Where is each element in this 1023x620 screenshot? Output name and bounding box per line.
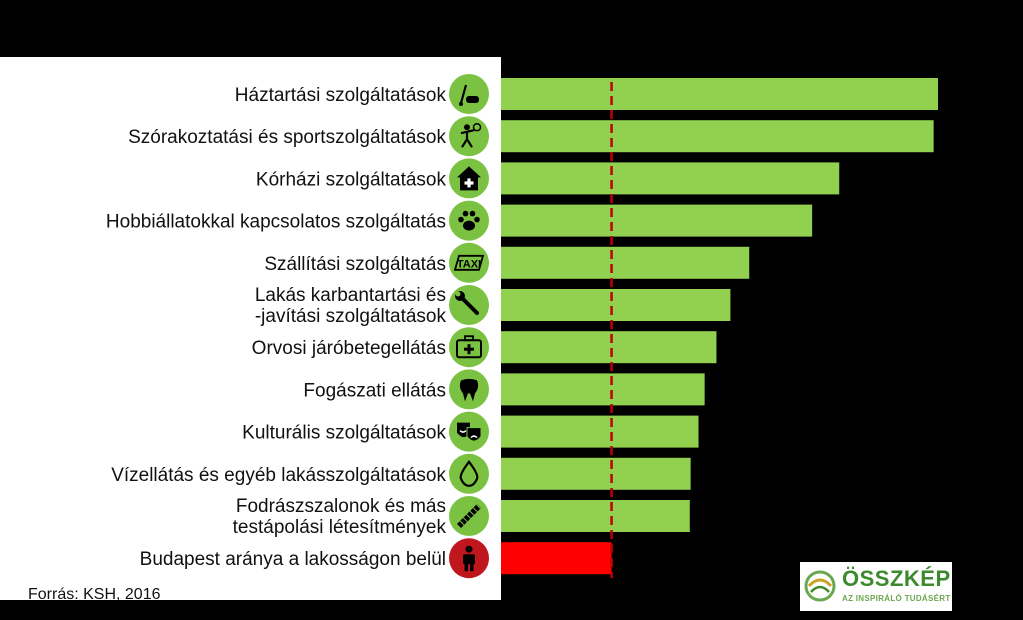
category-label-3: Kórházi szolgáltatások — [256, 169, 447, 190]
logo-subtitle: AZ INSPIRÁLÓ TUDÁSÉRT — [842, 594, 951, 603]
logo-title: ÖSSZKÉP — [842, 566, 951, 591]
category-label-9: Kulturális szolgáltatások — [242, 423, 446, 444]
source-note: Forrás: KSH, 2016 — [28, 586, 161, 603]
paw-icon — [449, 200, 489, 241]
label-panel — [0, 57, 501, 600]
category-label-11: Fodrászszalonok és más testápolási létesí… — [233, 496, 447, 538]
bar-3 — [501, 162, 840, 195]
wrench-icon — [449, 285, 489, 325]
category-label-2: Szórakoztatási és sportszolgáltatások — [128, 127, 446, 148]
water-drop-icon — [449, 453, 489, 494]
bar-1 — [501, 78, 938, 110]
bar-9 — [501, 415, 699, 448]
osszkep-logo: ÖSSZKÉP AZ INSPIRÁLÓ TUDÁSÉRT — [800, 562, 952, 611]
logo-mark-icon — [804, 570, 836, 602]
bar-11 — [501, 500, 690, 532]
category-label-12: Budapest aránya a lakosságon belül — [140, 549, 446, 570]
bar-5 — [501, 246, 750, 279]
taxi-icon: TAXI — [449, 242, 489, 283]
bar-2 — [501, 120, 934, 153]
theater-masks-icon — [449, 411, 489, 452]
vacuum-cleaner-icon — [449, 74, 489, 114]
comb-icon — [449, 496, 489, 536]
svg-text:TAXI: TAXI — [457, 258, 481, 270]
sport-player-icon — [449, 116, 489, 157]
bar-6 — [501, 289, 731, 321]
bar-7 — [501, 331, 717, 364]
hospital-icon — [449, 158, 489, 199]
bar-10 — [501, 457, 691, 490]
category-label-6: Lakás karbantartási és -javítási szolgált… — [255, 285, 447, 327]
category-label-7: Orvosi járóbetegellátás — [252, 338, 446, 359]
category-label-4: Hobbiállatokkal kapcsolatos szolgáltatás — [106, 212, 446, 233]
category-label-1: Háztartási szolgáltatások — [235, 85, 447, 106]
category-label-10: Vízellátás és egyéb lakásszolgáltatások — [111, 465, 446, 486]
category-label-8: Fogászati ellátás — [303, 380, 446, 401]
bar-12 — [501, 542, 612, 575]
bar-8 — [501, 373, 705, 406]
person-icon — [449, 538, 489, 579]
tooth-icon — [449, 369, 489, 410]
bar-4 — [501, 204, 813, 237]
category-label-5: Szállítási szolgáltatás — [264, 254, 446, 275]
first-aid-kit-icon — [449, 327, 489, 368]
